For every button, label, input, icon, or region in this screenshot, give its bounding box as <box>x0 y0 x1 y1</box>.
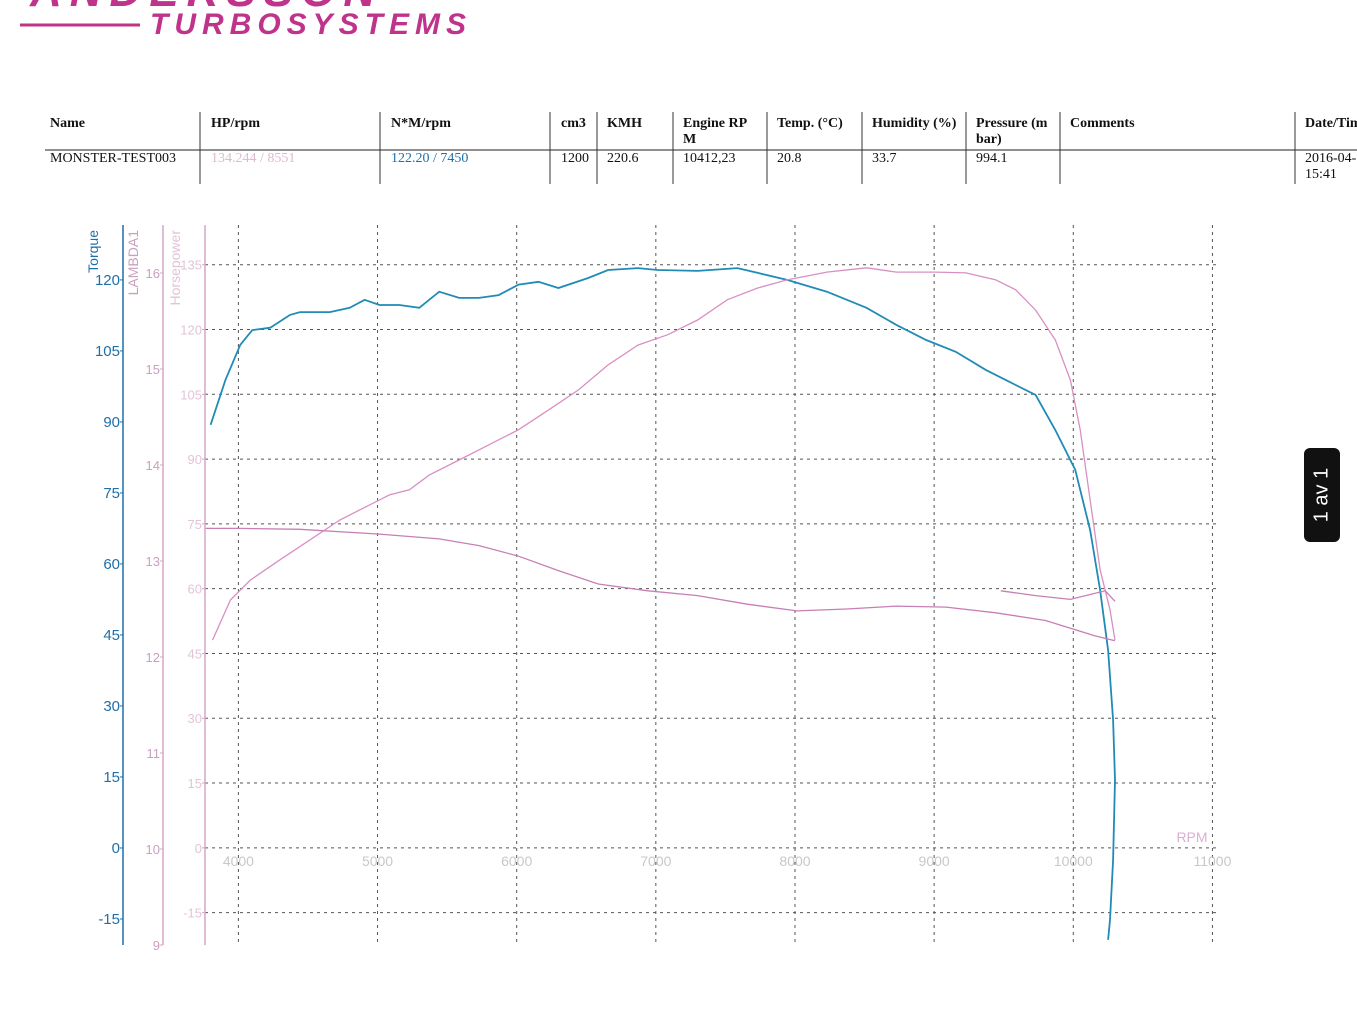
y-tick-label: 0 <box>112 840 120 857</box>
x-tick-label: 9000 <box>919 853 950 869</box>
y-tick-label: 30 <box>103 698 120 715</box>
y-tick-label: 45 <box>188 646 202 661</box>
y-tick-label: 60 <box>188 582 202 597</box>
series-line <box>209 267 1116 940</box>
y-tick-label: 30 <box>188 711 202 726</box>
table-cell: 2016-04- 2:15:41 <box>1305 151 1357 182</box>
y-tick-label: 120 <box>95 272 120 289</box>
x-axis-title: RPM <box>1176 829 1207 845</box>
table-cell: 122.20 / 7450 <box>391 151 469 166</box>
logo-line2: TURBOSYSTEMS <box>150 8 472 41</box>
y-tick-label: 135 <box>180 258 202 273</box>
y-tick-label: 9 <box>153 938 160 953</box>
y-tick-label: 11 <box>147 746 161 761</box>
y-tick-label: -15 <box>98 911 120 928</box>
y-tick-label: 14 <box>146 458 160 473</box>
series-line <box>211 267 1116 641</box>
y-axis-title: LAMBDA1 <box>125 230 141 296</box>
y-tick-label: 75 <box>188 517 202 532</box>
y-tick-label: 0 <box>195 841 202 856</box>
y-tick-label: 105 <box>180 387 202 402</box>
column-header: Name <box>50 116 85 131</box>
page-indicator: 1 av 1 <box>1310 468 1332 522</box>
table-cell: 994.1 <box>976 151 1008 166</box>
column-header: Engine RPM <box>683 116 748 147</box>
y-tick-label: 120 <box>180 323 202 338</box>
y-tick-label: 90 <box>103 414 120 431</box>
column-header: Humidity (%) <box>872 116 957 131</box>
y-tick-label: 105 <box>95 343 120 360</box>
table-cell: 220.6 <box>607 151 639 166</box>
y-tick-label: 15 <box>146 362 160 377</box>
series-line <box>205 527 1116 642</box>
y-tick-label: 15 <box>103 769 120 786</box>
page-indicator-bg <box>1304 448 1340 542</box>
column-header: Pressure (mbar) <box>976 116 1048 147</box>
y-tick-label: 12 <box>146 650 160 665</box>
x-tick-label: 7000 <box>640 853 671 869</box>
x-tick-label: 4000 <box>223 853 254 869</box>
y-tick-label: 60 <box>103 556 120 573</box>
table-cell: 20.8 <box>777 151 802 166</box>
column-header: Comments <box>1070 116 1135 131</box>
y-tick-label: 90 <box>188 452 202 467</box>
table-cell: 134.244 / 8551 <box>211 151 296 166</box>
y-tick-label: 16 <box>146 266 160 281</box>
x-tick-label: 10000 <box>1054 853 1093 869</box>
y-tick-label: 15 <box>188 776 202 791</box>
y-axis-title: Horsepower <box>167 230 183 306</box>
column-header: Temp. (°C) <box>777 116 843 131</box>
y-tick-label: 13 <box>146 554 160 569</box>
column-header: cm3 <box>561 116 586 131</box>
y-tick-label: 75 <box>103 485 120 502</box>
column-header: KMH <box>607 116 642 131</box>
y-axis-title: Torque <box>85 230 101 273</box>
column-header: HP/rpm <box>211 116 260 131</box>
x-tick-label: 8000 <box>779 853 810 869</box>
table-cell: 1200 <box>561 151 589 166</box>
table-cell: 10412,23 <box>683 151 736 166</box>
x-tick-label: 11000 <box>1193 853 1231 869</box>
y-tick-label: 45 <box>103 627 120 644</box>
column-header: N*M/rpm <box>391 116 451 131</box>
y-tick-label: -15 <box>183 906 202 921</box>
table-cell: MONSTER-TEST003 <box>50 151 176 166</box>
table-cell: 33.7 <box>872 151 897 166</box>
y-tick-label: 10 <box>146 842 160 857</box>
logo-line1: ANDERSSON <box>29 0 383 16</box>
column-header: Date/Time <box>1305 116 1357 131</box>
x-tick-label: 5000 <box>362 853 393 869</box>
x-tick-label: 6000 <box>501 853 532 869</box>
